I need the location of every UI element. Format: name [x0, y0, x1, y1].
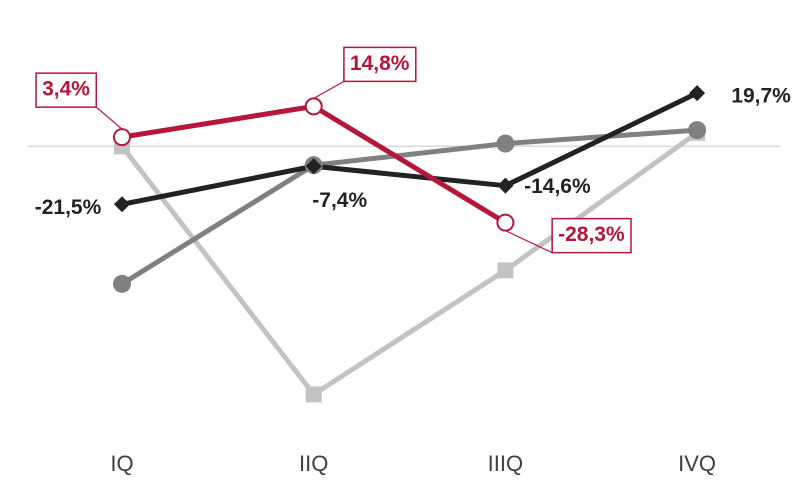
value-label: -7,4% — [312, 189, 367, 212]
marker — [497, 177, 514, 194]
x-tick-label: IVQ — [678, 451, 716, 476]
marker — [496, 134, 515, 153]
marker — [688, 121, 707, 140]
marker — [113, 128, 131, 147]
value-label: -28,3% — [558, 223, 625, 246]
marker — [304, 97, 323, 116]
label-box — [35, 72, 98, 108]
marker — [305, 158, 322, 175]
marker — [496, 213, 515, 232]
marker — [305, 386, 322, 403]
marker — [114, 196, 130, 213]
label-box — [343, 46, 417, 83]
marker — [113, 274, 131, 293]
leader-line — [313, 64, 345, 99]
leader-line — [95, 90, 123, 130]
value-label: 19,7% — [731, 85, 791, 108]
leader-line — [505, 230, 553, 254]
value-label: -21,5% — [35, 196, 102, 219]
series-line — [121, 90, 699, 207]
value-label: 14,8% — [350, 52, 410, 75]
marker — [497, 262, 514, 279]
series-line — [120, 130, 699, 397]
marker — [689, 85, 706, 102]
x-tick-label: IIIQ — [488, 451, 523, 476]
value-label: -14,6% — [524, 175, 591, 198]
x-tick-label: IIQ — [299, 451, 328, 476]
x-tick-label: IQ — [110, 451, 133, 476]
value-label: 3,4% — [42, 78, 90, 101]
